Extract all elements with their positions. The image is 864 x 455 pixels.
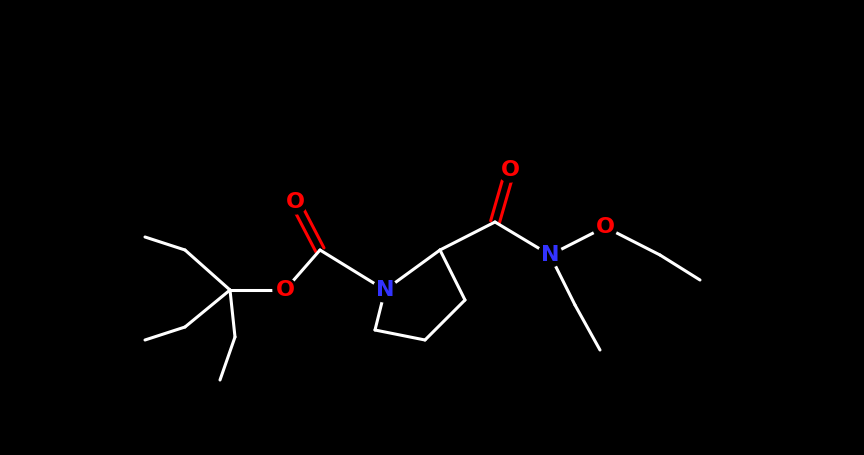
Circle shape xyxy=(373,278,397,302)
Text: O: O xyxy=(500,160,519,180)
Text: O: O xyxy=(285,192,304,212)
Text: O: O xyxy=(276,280,295,300)
Circle shape xyxy=(283,190,307,214)
Circle shape xyxy=(273,278,297,302)
Text: O: O xyxy=(595,217,614,237)
Circle shape xyxy=(498,158,522,182)
Text: N: N xyxy=(376,280,394,300)
Text: N: N xyxy=(541,245,559,265)
Circle shape xyxy=(593,215,617,239)
Circle shape xyxy=(538,243,562,267)
